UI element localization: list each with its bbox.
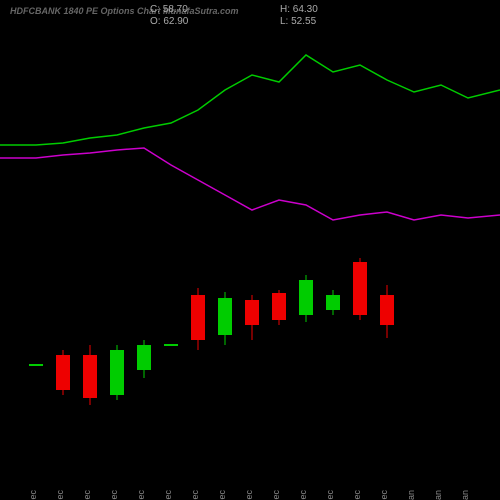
svg-text:16 Dec: 16 Dec xyxy=(136,490,146,500)
chart-title: HDFCBANK 1840 PE Options Chart MunafaSut… xyxy=(10,6,239,16)
ohlc-close: C: 58.70 xyxy=(150,4,188,15)
svg-text:17 Dec: 17 Dec xyxy=(163,490,173,500)
svg-text:26 Dec: 26 Dec xyxy=(325,490,335,500)
chart-svg: 08 Dec 09 Dec 12 Dec 13 Dec 16 Dec 17 Dec 18 D… xyxy=(0,0,500,500)
ohlc-low: L: 52.55 xyxy=(280,16,316,27)
svg-text:18 Dec: 18 Dec xyxy=(190,490,200,500)
ohlc-high: H: 64.30 xyxy=(280,4,318,15)
svg-text:08 Dec: 08 Dec xyxy=(28,490,38,500)
svg-text:01 Jan: 01 Jan xyxy=(433,490,443,500)
ohlc-open: O: 62.90 xyxy=(150,16,188,27)
svg-text:12 Dec: 12 Dec xyxy=(82,490,92,500)
chart-container: 08 Dec 09 Dec 12 Dec 13 Dec 16 Dec 17 Dec 18 D… xyxy=(0,0,500,500)
svg-text:23 Dec: 23 Dec xyxy=(271,490,281,500)
svg-text:27 Dec: 27 Dec xyxy=(352,490,362,500)
svg-text:31 Jan: 31 Jan xyxy=(406,490,416,500)
svg-text:09 Dec: 09 Dec xyxy=(55,490,65,500)
svg-text:13 Dec: 13 Dec xyxy=(109,490,119,500)
svg-text:19 Dec: 19 Dec xyxy=(217,490,227,500)
svg-text:24 Dec: 24 Dec xyxy=(298,490,308,500)
svg-text:02 Jan: 02 Jan xyxy=(460,490,470,500)
svg-text:20 Dec: 20 Dec xyxy=(244,490,254,500)
svg-text:30 Dec: 30 Dec xyxy=(379,490,389,500)
